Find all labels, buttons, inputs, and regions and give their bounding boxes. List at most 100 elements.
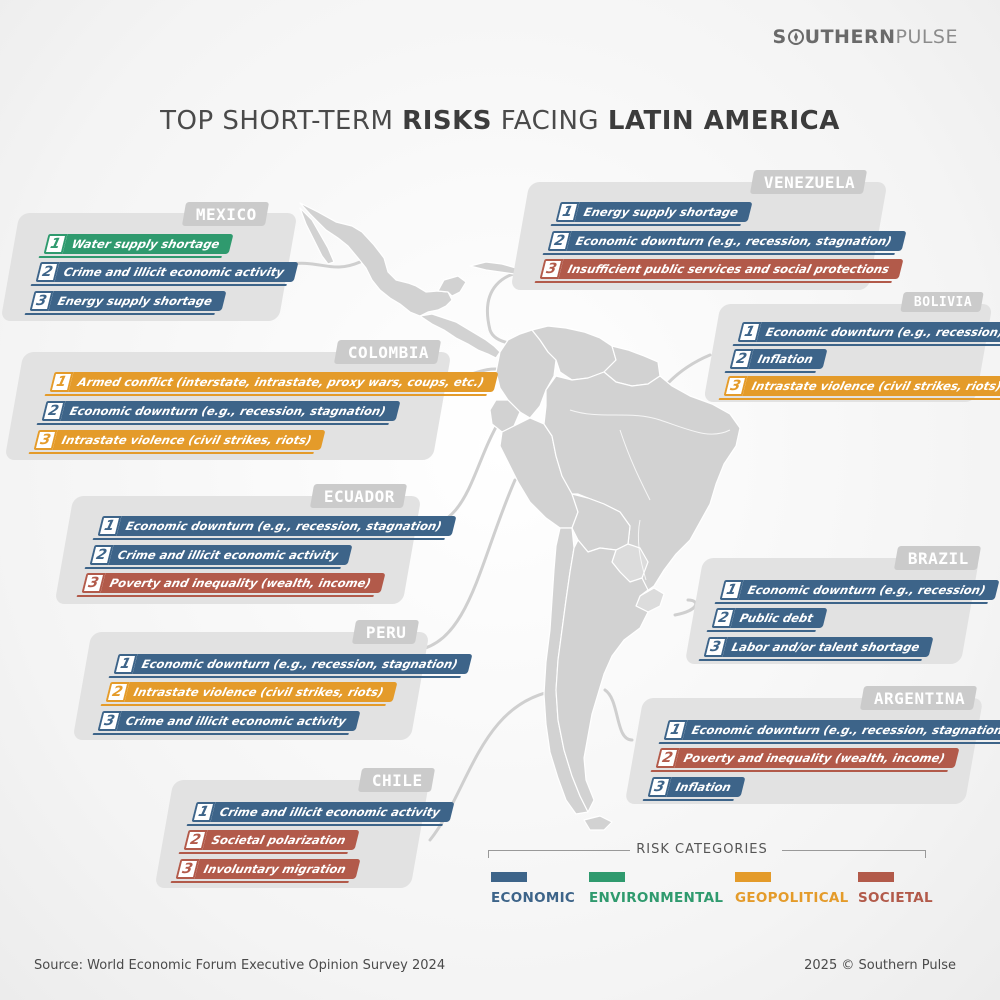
rank-badge: 1 bbox=[719, 580, 744, 600]
legend-swatch bbox=[589, 872, 625, 882]
card-title-colombia: COLOMBIA bbox=[333, 340, 442, 364]
rank-badge: 1 bbox=[191, 802, 216, 822]
risk-label: Involuntary migration bbox=[202, 862, 348, 876]
source-note: Source: World Economic Forum Executive O… bbox=[34, 958, 446, 973]
country-name-argentina: ARGENTINA bbox=[873, 689, 966, 708]
rivers bbox=[569, 409, 731, 581]
risk-label: Intrastate violence (civil strikes, riot… bbox=[60, 433, 314, 447]
legend-swatch bbox=[858, 872, 894, 882]
risk-chile-3: 3 Involuntary migration bbox=[175, 859, 361, 879]
country-brazil bbox=[543, 371, 741, 599]
risk-label: Intrastate violence (civil strikes, riot… bbox=[750, 379, 1000, 393]
risk-argentina-2: 2 Poverty and inequality (wealth, income) bbox=[655, 748, 960, 768]
country-mexico bbox=[299, 202, 453, 317]
risk-venezuela-3: 3 Insufficient public services and social… bbox=[539, 259, 904, 279]
legend-item-societal: SOCIETAL bbox=[858, 872, 933, 906]
risk-venezuela-2: 2 Economic downturn (e.g., recession, sta… bbox=[547, 231, 907, 251]
rank-badge: 1 bbox=[737, 322, 762, 342]
risk-peru-1: 1 Economic downturn (e.g., recession, sta… bbox=[113, 654, 473, 674]
risk-mexico-3: 3 Energy supply shortage bbox=[29, 291, 227, 311]
risk-label: Armed conflict (interstate, intrastate, … bbox=[76, 375, 486, 389]
legend-tick-right bbox=[925, 850, 926, 858]
card-title-bolivia: BOLIVIA bbox=[900, 292, 985, 312]
rank-badge: 3 bbox=[33, 430, 58, 450]
risk-venezuela-1: 1 Energy supply shortage bbox=[555, 202, 753, 222]
risk-ecuador-1: 1 Economic downturn (e.g., recession, sta… bbox=[97, 516, 457, 536]
risk-label: Economic downturn (e.g., recession, stag… bbox=[574, 234, 894, 248]
title-prefix: TOP SHORT-TERM bbox=[160, 106, 403, 136]
map-land bbox=[299, 202, 741, 831]
card-title-venezuela: VENEZUELA bbox=[749, 170, 868, 194]
card-title-ecuador: ECUADOR bbox=[309, 484, 408, 508]
risk-colombia-2: 2 Economic downturn (e.g., recession, sta… bbox=[41, 401, 401, 421]
risk-label: Economic downturn (e.g., recession) bbox=[764, 325, 1000, 339]
country-name-bolivia: BOLIVIA bbox=[913, 295, 973, 310]
brand-logo-southern: UTHERN bbox=[804, 26, 896, 48]
card-title-peru: PERU bbox=[351, 620, 419, 644]
card-title-mexico: MEXICO bbox=[181, 202, 269, 226]
risk-label: Public debt bbox=[738, 611, 815, 625]
risk-label: Economic downturn (e.g., recession) bbox=[746, 583, 988, 597]
rank-badge: 2 bbox=[89, 545, 114, 565]
risk-label: Crime and illicit economic activity bbox=[62, 265, 286, 279]
card-title-brazil: BRAZIL bbox=[893, 546, 981, 570]
risk-label: Crime and illicit economic activity bbox=[116, 548, 340, 562]
rank-badge: 3 bbox=[29, 291, 54, 311]
rank-badge: 1 bbox=[555, 202, 580, 222]
risk-label: Economic downturn (e.g., recession, stag… bbox=[690, 723, 1000, 737]
rank-badge: 2 bbox=[655, 748, 680, 768]
title-middle: FACING bbox=[491, 106, 608, 136]
card-title-argentina: ARGENTINA bbox=[859, 686, 978, 710]
risk-chile-1: 1 Crime and illicit economic activity bbox=[191, 802, 455, 822]
risk-brazil-2: 2 Public debt bbox=[711, 608, 828, 628]
risk-label: Labor and/or talent shortage bbox=[730, 640, 922, 654]
rank-badge: 1 bbox=[49, 372, 74, 392]
country-colombia bbox=[495, 329, 557, 419]
rank-badge: 1 bbox=[113, 654, 138, 674]
risk-label: Economic downturn (e.g., recession, stag… bbox=[140, 657, 460, 671]
rank-badge: 3 bbox=[97, 711, 122, 731]
legend-item-economic: ECONOMIC bbox=[491, 872, 575, 906]
risk-brazil-3: 3 Labor and/or talent shortage bbox=[703, 637, 934, 657]
risk-label: Crime and illicit economic activity bbox=[218, 805, 442, 819]
legend-item-geopolitical: GEOPOLITICAL bbox=[735, 872, 849, 906]
country-name-chile: CHILE bbox=[371, 771, 423, 790]
risk-ecuador-3: 3 Poverty and inequality (wealth, income) bbox=[81, 573, 386, 593]
risk-label: Poverty and inequality (wealth, income) bbox=[108, 576, 373, 590]
risk-argentina-3: 3 Inflation bbox=[647, 777, 746, 797]
rank-badge: 2 bbox=[711, 608, 736, 628]
risk-ecuador-2: 2 Crime and illicit economic activity bbox=[89, 545, 353, 565]
risk-label: Economic downturn (e.g., recession, stag… bbox=[124, 519, 444, 533]
legend-label: ECONOMIC bbox=[491, 890, 576, 906]
rank-badge: 3 bbox=[647, 777, 672, 797]
risk-chile-2: 2 Societal polarization bbox=[183, 830, 360, 850]
rank-badge: 1 bbox=[97, 516, 122, 536]
country-argentina bbox=[555, 539, 649, 813]
risk-mexico-1: 1 Water supply shortage bbox=[43, 234, 234, 254]
country-name-brazil: BRAZIL bbox=[907, 549, 969, 568]
legend-rule-right bbox=[782, 850, 926, 851]
title-bold-risks: RISKS bbox=[402, 106, 492, 136]
rank-badge: 1 bbox=[43, 234, 68, 254]
copyright-note: 2025 © Southern Pulse bbox=[804, 958, 956, 973]
risk-label: Poverty and inequality (wealth, income) bbox=[682, 751, 947, 765]
card-title-chile: CHILE bbox=[357, 768, 435, 792]
risk-brazil-1: 1 Economic downturn (e.g., recession) bbox=[719, 580, 1000, 600]
risk-label: Inflation bbox=[756, 352, 815, 366]
brand-logo-pulse: PULSE bbox=[895, 26, 958, 48]
risk-label: Intrastate violence (civil strikes, riot… bbox=[132, 685, 386, 699]
risk-argentina-1: 1 Economic downturn (e.g., recession, sta… bbox=[663, 720, 1000, 740]
connector-argentina bbox=[603, 688, 634, 742]
legend-label: ENVIRONMENTAL bbox=[589, 890, 724, 906]
legend-tick-left bbox=[488, 850, 489, 858]
brand-logo-s: S bbox=[772, 26, 787, 48]
risk-peru-3: 3 Crime and illicit economic activity bbox=[97, 711, 361, 731]
tierra-del-fuego bbox=[583, 815, 613, 831]
risk-bolivia-1: 1 Economic downturn (e.g., recession) bbox=[737, 322, 1000, 342]
risk-colombia-3: 3 Intrastate violence (civil strikes, rio… bbox=[33, 430, 326, 450]
legend-rule-left bbox=[488, 850, 630, 851]
compass-icon bbox=[787, 29, 804, 45]
rank-badge: 3 bbox=[175, 859, 200, 879]
risk-bolivia-3: 3 Intrastate violence (civil strikes, rio… bbox=[723, 376, 1000, 396]
page-title: TOP SHORT-TERM RISKS FACING LATIN AMERIC… bbox=[0, 106, 1000, 136]
